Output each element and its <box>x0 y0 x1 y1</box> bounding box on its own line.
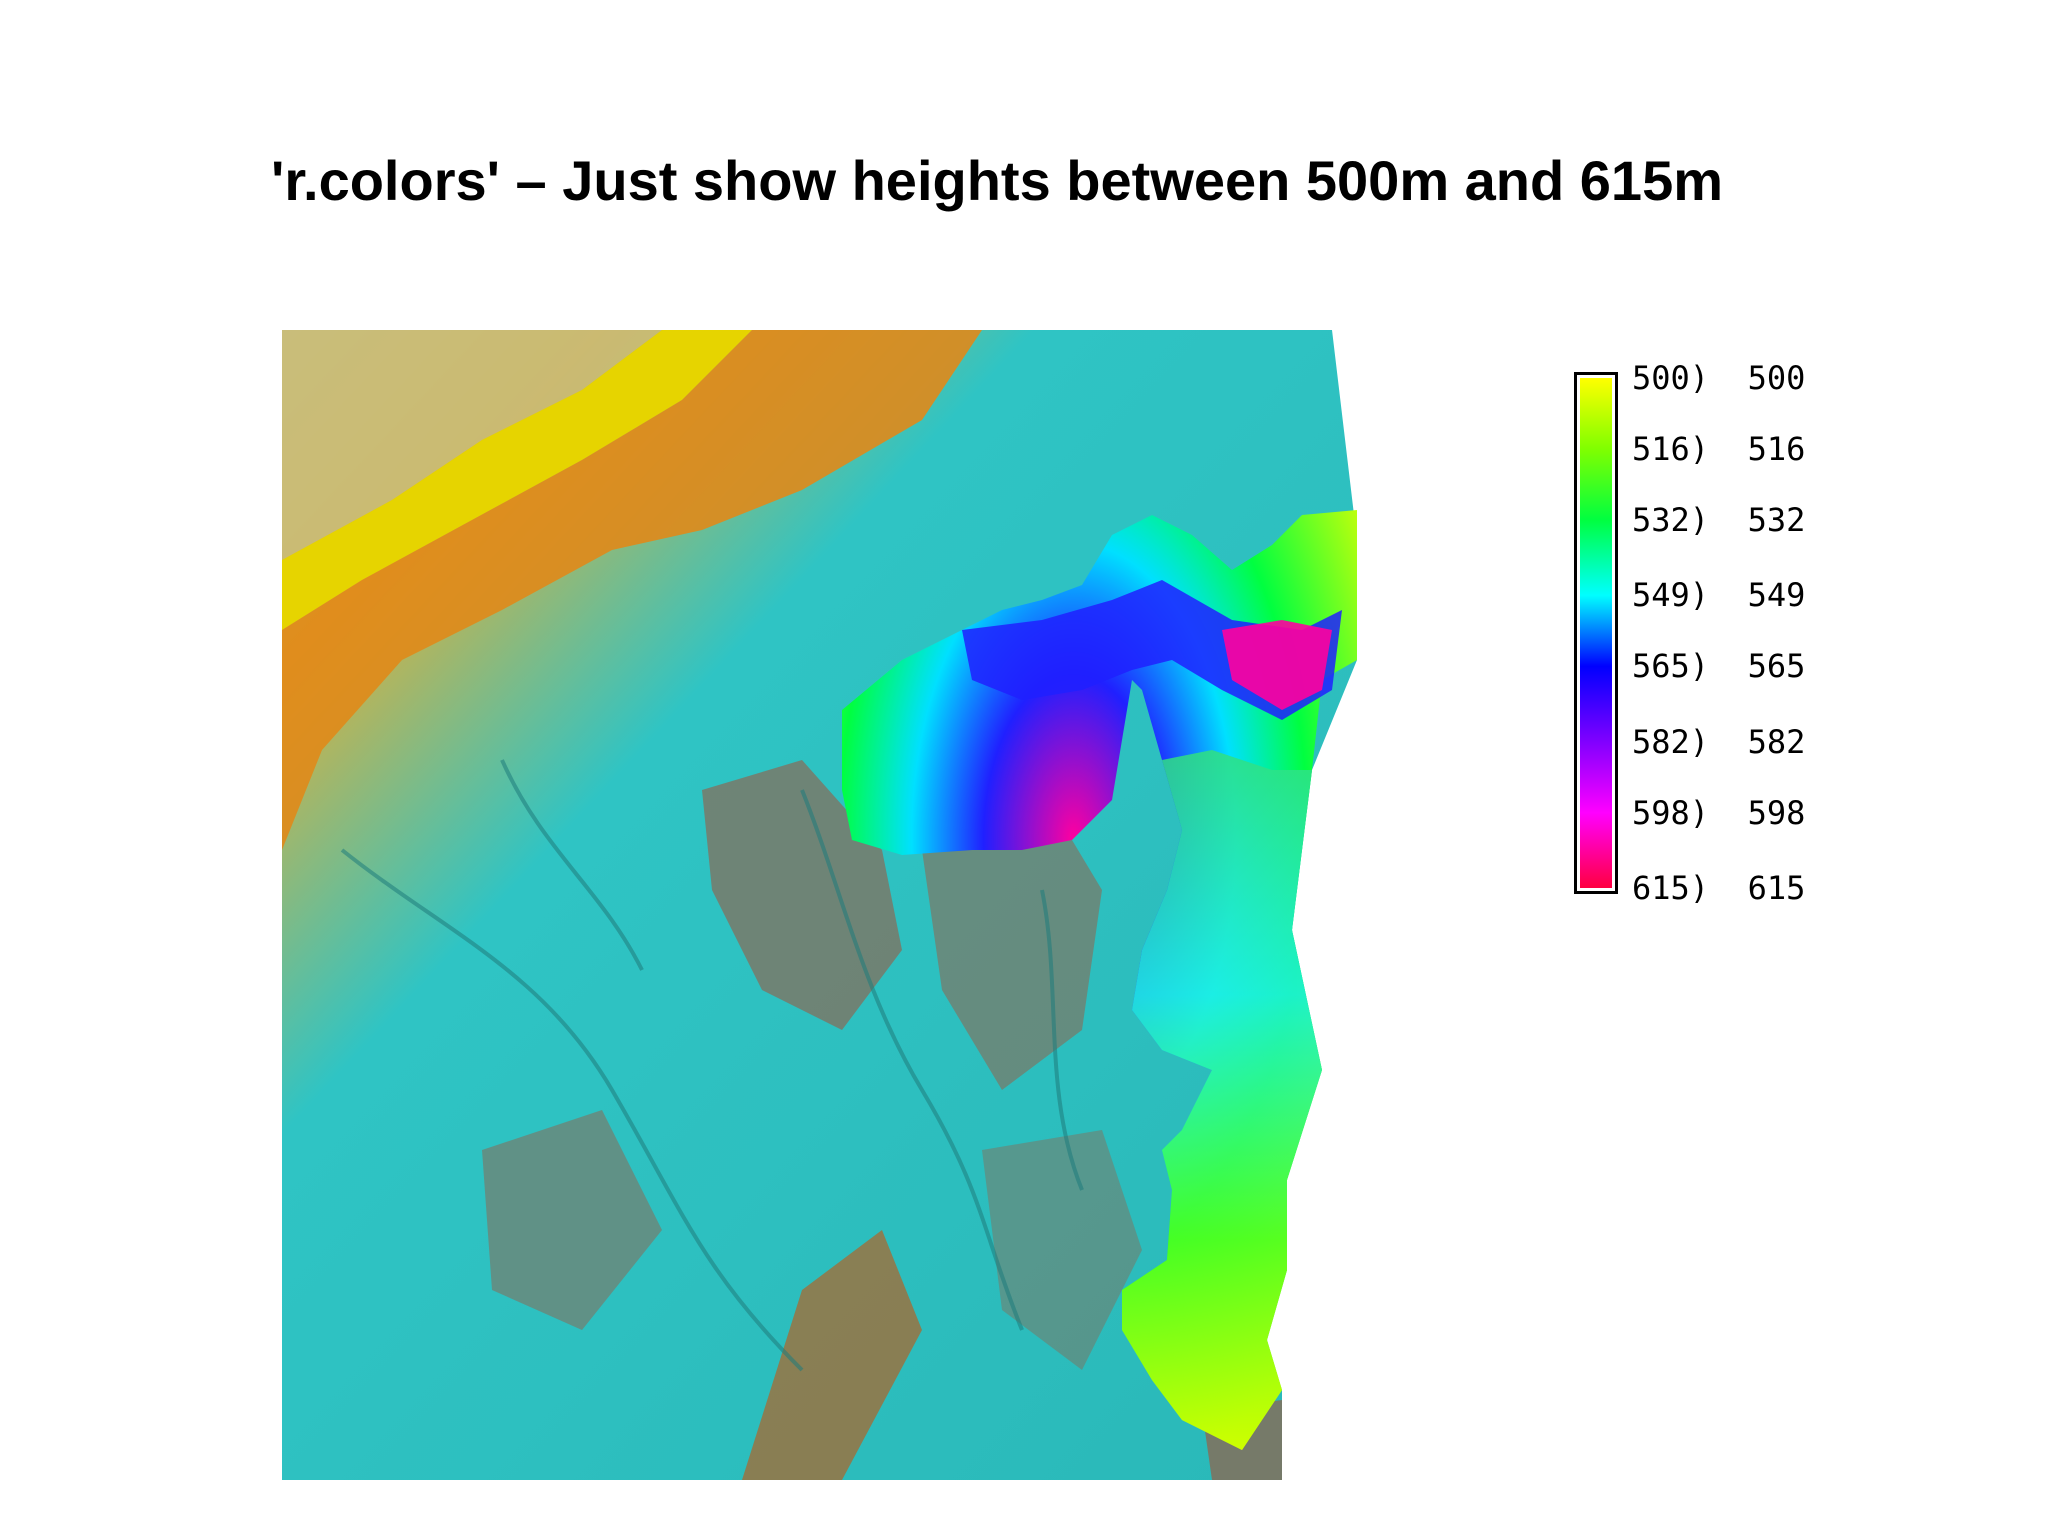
terrain-shade-5 <box>982 1130 1142 1370</box>
terrain-ridge-orange <box>282 330 982 850</box>
legend-label: 582) 582 <box>1632 722 1806 761</box>
legend-label: 598) 598 <box>1632 793 1806 832</box>
terrain-shade-4 <box>742 1230 922 1480</box>
terrain-plain <box>282 330 662 560</box>
elevation-map <box>282 330 1362 1480</box>
slide-title: 'r.colors' – Just show heights between 5… <box>271 149 1724 212</box>
legend-label: 500) 500 <box>1632 359 1806 397</box>
legend-label: 516) 516 <box>1632 429 1806 468</box>
legend-label: 549) 549 <box>1632 576 1806 615</box>
legend-gradient <box>1580 378 1612 888</box>
legend-label: 615) 615 <box>1632 869 1806 907</box>
highlight-east-band <box>1122 750 1322 1450</box>
color-legend: 500) 500 516) 516 532) 532 549) 549 565) 565… <box>1574 362 1814 907</box>
terrain-shade-2 <box>922 790 1102 1090</box>
terrain-shade-3 <box>482 1110 662 1330</box>
legend-label: 532) 532 <box>1632 500 1806 539</box>
terrain-ridge-yellow <box>282 330 752 630</box>
legend-label: 565) 565 <box>1632 647 1806 686</box>
legend-color-bar <box>1574 372 1618 894</box>
highlight-summit <box>1222 620 1332 710</box>
